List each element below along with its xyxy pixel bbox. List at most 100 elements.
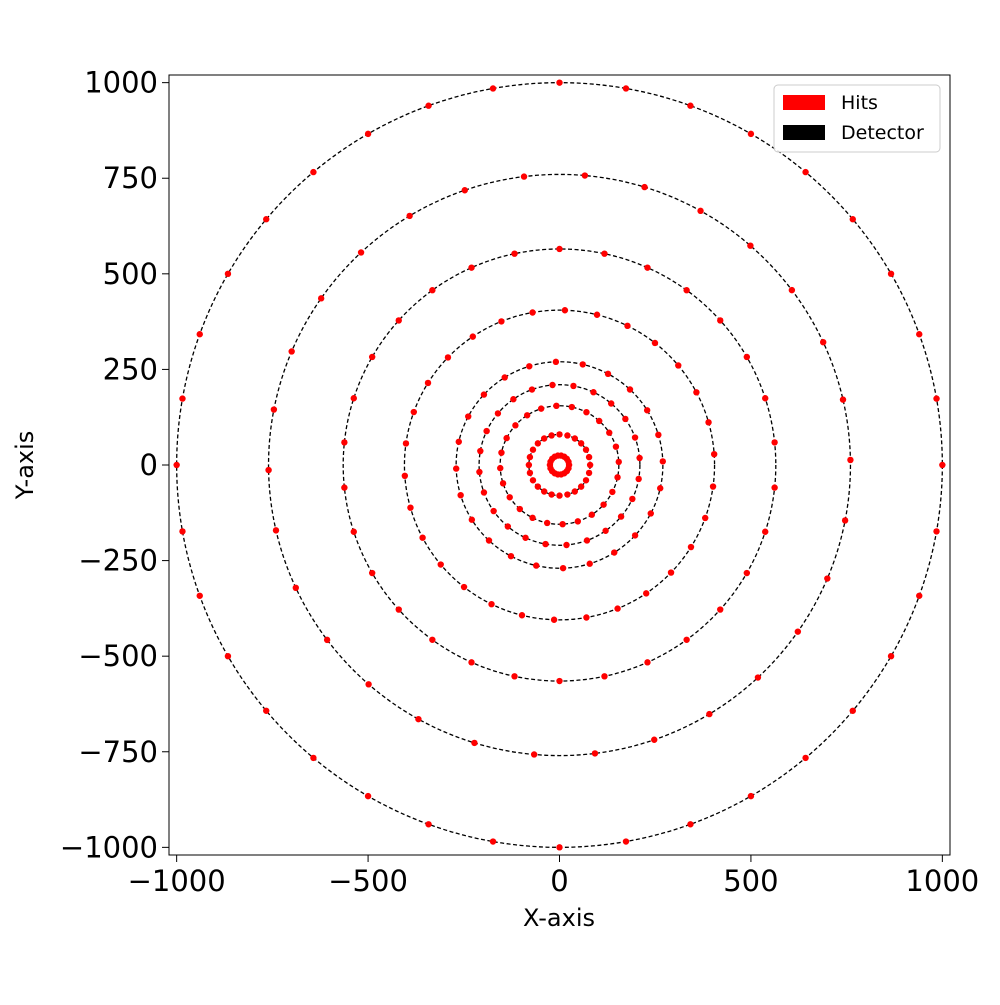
hit-point bbox=[526, 363, 533, 370]
hit-point bbox=[310, 754, 317, 762]
hit-point bbox=[747, 130, 755, 138]
hit-point bbox=[543, 519, 551, 527]
hit-point bbox=[469, 333, 476, 340]
hit-point bbox=[643, 590, 650, 597]
hit-point bbox=[553, 402, 560, 410]
hit-point bbox=[600, 501, 607, 508]
hit-point bbox=[489, 85, 497, 92]
hit-point bbox=[687, 543, 695, 551]
hit-point bbox=[461, 187, 468, 194]
hit-point bbox=[571, 488, 579, 495]
hit-point bbox=[583, 537, 591, 544]
hit-point bbox=[526, 453, 534, 461]
hit-point bbox=[401, 472, 409, 480]
hit-point bbox=[489, 838, 497, 845]
hit-point bbox=[425, 102, 432, 109]
hit-point bbox=[596, 417, 603, 425]
hit-point bbox=[179, 395, 186, 402]
hit-point bbox=[410, 408, 417, 416]
hit-point bbox=[577, 483, 585, 490]
hit-point bbox=[556, 431, 563, 438]
hit-point bbox=[754, 674, 762, 681]
hit-point bbox=[480, 489, 488, 496]
hit-point bbox=[626, 386, 634, 393]
hit-point bbox=[581, 172, 589, 179]
hit-point bbox=[485, 537, 493, 544]
hit-point bbox=[636, 454, 643, 462]
hit-point bbox=[540, 488, 548, 495]
hit-point bbox=[272, 527, 280, 534]
plot-area bbox=[169, 75, 950, 855]
hit-point bbox=[615, 458, 622, 466]
hit-point bbox=[556, 844, 563, 851]
hit-point bbox=[552, 358, 560, 366]
hit-point bbox=[611, 549, 618, 556]
hit-point bbox=[317, 295, 325, 302]
hit-point bbox=[743, 353, 751, 361]
hit-point bbox=[743, 569, 751, 577]
hit-point bbox=[499, 480, 507, 487]
hit-point bbox=[173, 461, 180, 469]
y-tick-label: −500 bbox=[78, 639, 158, 673]
hit-point bbox=[585, 453, 593, 461]
hit-point bbox=[529, 446, 537, 453]
x-tick-label: 0 bbox=[550, 864, 568, 898]
hit-point bbox=[444, 354, 452, 361]
hit-point bbox=[644, 659, 651, 666]
detector-ring-3 bbox=[478, 384, 641, 546]
hit-point bbox=[263, 707, 270, 714]
hit-point bbox=[675, 362, 682, 369]
hit-point bbox=[341, 439, 348, 446]
hit-point bbox=[511, 250, 518, 257]
hit-point bbox=[263, 216, 270, 223]
hit-point bbox=[534, 440, 542, 447]
hit-point bbox=[548, 432, 555, 439]
hit-point bbox=[407, 504, 414, 511]
hit-point bbox=[522, 534, 529, 541]
hit-point bbox=[497, 464, 504, 472]
hit-point bbox=[556, 79, 563, 86]
hit-point bbox=[622, 838, 630, 845]
hit-point bbox=[564, 491, 571, 498]
hit-point bbox=[574, 518, 582, 525]
hit-point bbox=[683, 636, 690, 643]
hit-point bbox=[839, 396, 847, 403]
hit-point bbox=[655, 431, 662, 439]
hit-point bbox=[498, 449, 505, 456]
hit-point bbox=[717, 317, 724, 324]
hit-point bbox=[357, 249, 365, 256]
hit-point bbox=[429, 287, 436, 294]
hit-point bbox=[824, 575, 831, 582]
y-axis-title: Y-axis bbox=[11, 431, 39, 501]
hit-point bbox=[559, 564, 567, 572]
hit-point bbox=[265, 466, 272, 474]
hit-point bbox=[570, 382, 577, 390]
y-tick-label: −1000 bbox=[60, 830, 158, 864]
hit-point bbox=[556, 492, 563, 499]
y-tick-label: 250 bbox=[103, 352, 158, 386]
legend: Hits Detector bbox=[773, 84, 941, 153]
hit-point bbox=[488, 600, 495, 608]
hit-point bbox=[196, 331, 203, 338]
hit-point bbox=[588, 511, 596, 518]
hit-point bbox=[402, 440, 410, 447]
x-axis-ticks: −1000 −500 0 500 1000 bbox=[128, 855, 979, 898]
hit-point bbox=[350, 395, 357, 402]
x-axis-title: X-axis bbox=[523, 904, 595, 932]
hit-point bbox=[683, 287, 690, 294]
hit-point bbox=[224, 652, 232, 660]
hit-point bbox=[624, 322, 631, 330]
hit-point bbox=[520, 173, 528, 180]
x-tick-label: 1000 bbox=[905, 864, 979, 898]
hit-point bbox=[224, 270, 232, 278]
x-tick-label: −500 bbox=[328, 864, 408, 898]
hit-point bbox=[395, 606, 402, 613]
hit-point bbox=[590, 389, 597, 396]
hit-point bbox=[667, 569, 675, 576]
hit-point bbox=[841, 517, 849, 524]
hit-point bbox=[395, 317, 402, 324]
hit-point bbox=[916, 331, 923, 338]
x-tick-label: −1000 bbox=[128, 864, 226, 898]
hit-point bbox=[631, 434, 639, 441]
